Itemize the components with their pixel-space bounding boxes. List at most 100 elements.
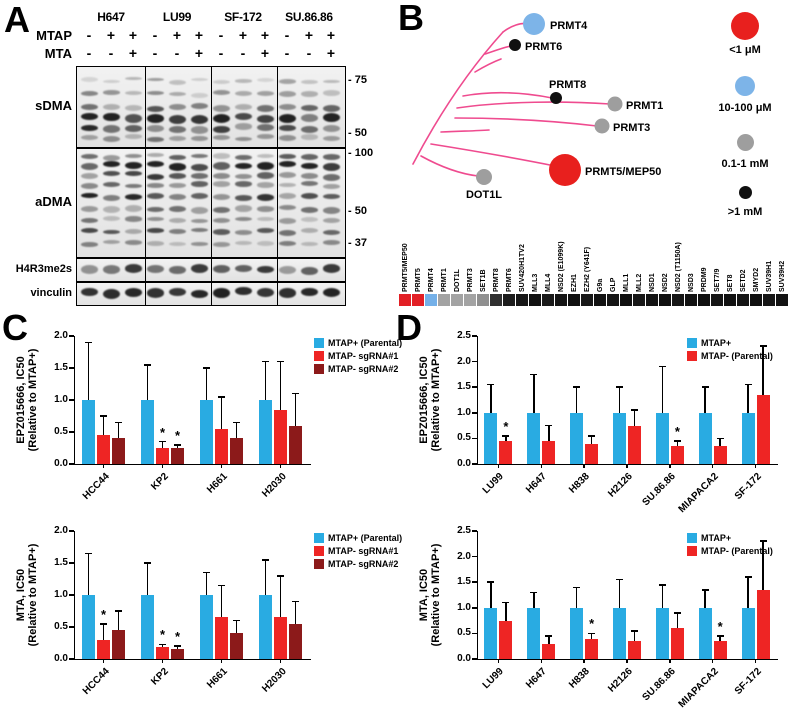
- error-bar-cap: [85, 341, 92, 344]
- blot-image: [76, 258, 346, 282]
- group-divider: [277, 259, 278, 281]
- blot-band: [81, 173, 98, 179]
- blot-band: [169, 287, 186, 296]
- blot-band: [257, 154, 274, 159]
- error-bar: [146, 364, 149, 400]
- x-tick-mark: [161, 464, 164, 468]
- blot-band: [191, 181, 208, 187]
- blot-band: [81, 113, 98, 121]
- x-tick-mark: [754, 659, 757, 663]
- group-divider: [277, 67, 278, 147]
- bar: [112, 438, 125, 464]
- blot-band: [235, 123, 252, 130]
- y-tick-mark: [69, 530, 74, 532]
- blot-band: [323, 173, 340, 181]
- error-bar-cap: [502, 601, 510, 604]
- blot-band: [213, 79, 230, 84]
- blot-band: [125, 194, 142, 201]
- y-axis-label-line: (Relative to MTAP+): [27, 348, 39, 452]
- error-bar: [102, 623, 105, 640]
- error-bar-cap: [588, 632, 596, 635]
- error-bar-cap: [545, 635, 553, 637]
- error-bar-cap: [616, 386, 623, 388]
- legend-item: MTAP- (Parental): [687, 351, 773, 361]
- y-tick-label: 0.5: [54, 621, 68, 632]
- y-axis-label-line: MTA, IC50: [418, 568, 430, 622]
- heatmap-cell: [542, 294, 554, 306]
- group-divider: [211, 283, 212, 305]
- blot-band: [257, 172, 274, 179]
- blot-band: [213, 162, 230, 171]
- blot-band: [191, 289, 208, 298]
- mw-marker: - 50: [348, 204, 367, 217]
- error-bar-cap: [100, 415, 107, 417]
- heatmap-gene-label: NSD2 (T1150A): [675, 242, 682, 292]
- blot-band: [81, 205, 98, 212]
- blot-band: [103, 79, 120, 84]
- heatmap-gene-label: G9a: [597, 278, 604, 292]
- significance-marker: *: [674, 423, 680, 439]
- blot-band: [125, 153, 142, 158]
- heatmap-cell: [594, 294, 606, 306]
- bar: [274, 409, 287, 464]
- blot-band: [81, 76, 98, 82]
- y-tick-mark: [472, 335, 477, 337]
- y-axis-label-line: EPZ015666, IC50: [15, 356, 27, 444]
- blot-band: [103, 154, 120, 161]
- bar: [713, 446, 727, 464]
- blot-band: [103, 194, 120, 202]
- blot-band: [323, 287, 340, 297]
- x-tick-mark: [497, 464, 500, 468]
- x-tick-mark: [540, 659, 543, 663]
- heatmap-gene-label: MLL4: [545, 273, 552, 292]
- significance-marker: *: [159, 424, 166, 440]
- blot-band: [257, 206, 274, 212]
- mw-marker: - 75: [348, 73, 367, 86]
- plot-area: [74, 336, 311, 465]
- x-category-label: HCC44: [80, 666, 112, 697]
- blot-band: [213, 114, 230, 124]
- blot-band: [125, 105, 142, 112]
- chart-epz015666-ic50-parental: EPZ015666, IC50 (Relative to MTAP+) 0.0 0.5…: [413, 320, 800, 518]
- treatment-sign: -: [108, 45, 114, 61]
- blot-band: [125, 76, 142, 81]
- blot-band: [257, 287, 274, 298]
- bar: [289, 425, 302, 464]
- bar: [670, 628, 684, 659]
- heatmap-cell: [620, 294, 632, 306]
- blot-band: [103, 288, 120, 299]
- blot-band: [257, 194, 274, 201]
- heatmap-cell: [555, 294, 567, 306]
- group-divider: [211, 259, 212, 281]
- heatmap-cell: [568, 294, 580, 306]
- blot-band: [147, 216, 164, 221]
- blot-image: [76, 148, 346, 258]
- error-bar: [575, 587, 578, 608]
- treatment-sign: +: [238, 27, 248, 43]
- y-axis-label-line: (Relative to MTAP+): [430, 543, 442, 647]
- y-tick-mark: [69, 399, 74, 401]
- heatmap-cell: [724, 294, 736, 306]
- bar: [527, 412, 541, 464]
- blot-band: [279, 240, 296, 246]
- blot-band: [323, 183, 340, 190]
- heatmap-gene-label: NSD2: [662, 273, 669, 292]
- bar: [82, 595, 95, 659]
- bar: [499, 440, 513, 464]
- panel-a-label: A: [4, 0, 30, 40]
- treatment-sign: +: [172, 27, 182, 43]
- heatmap-cell: [750, 294, 762, 306]
- blot-band: [279, 182, 296, 188]
- error-bar-cap: [631, 630, 638, 632]
- heatmap-gene-label: GLP: [610, 277, 617, 292]
- bar: [112, 630, 125, 659]
- blot-band: [81, 91, 98, 97]
- y-tick-mark: [69, 463, 74, 465]
- x-tick-mark: [279, 464, 282, 468]
- y-tick-label: 1.0: [54, 394, 68, 405]
- blot-band: [81, 182, 98, 189]
- potency-legend-label: <1 μM: [729, 44, 761, 56]
- error-bar: [661, 366, 664, 413]
- cell-line-header: LU99: [162, 10, 192, 24]
- error-bar-cap: [159, 440, 166, 443]
